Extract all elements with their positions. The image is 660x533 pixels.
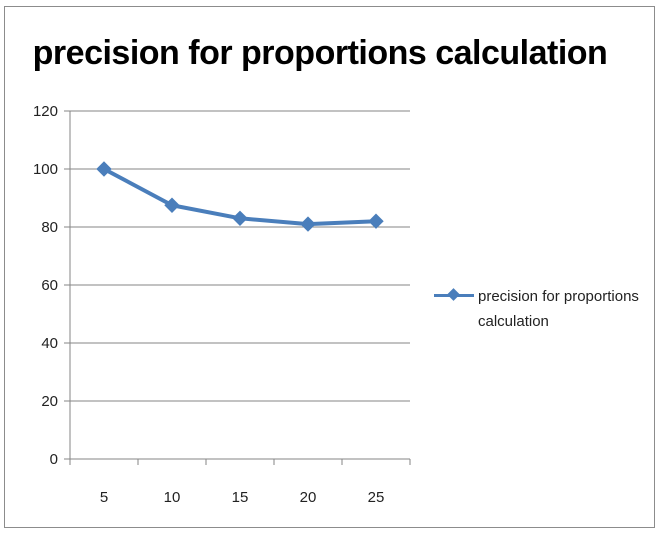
y-tick-label: 120: [33, 103, 58, 120]
data-point-diamond: [232, 210, 248, 227]
y-tick-label: 80: [41, 219, 58, 236]
x-tick-label: 15: [232, 489, 249, 506]
x-tick-label: 20: [300, 489, 317, 506]
x-tick-label: 5: [100, 489, 108, 506]
data-point-diamond: [96, 161, 112, 177]
y-tick-label: 0: [50, 451, 58, 468]
y-tick-label: 20: [41, 393, 58, 410]
x-tick-label: 10: [164, 489, 181, 506]
data-point-diamond: [164, 197, 180, 213]
chart-title: precision for proportions calculation: [32, 34, 608, 72]
y-tick-label: 40: [41, 335, 58, 352]
y-tick-label: 60: [41, 277, 58, 294]
legend-label: precision for proportions calculation: [478, 288, 639, 330]
data-point-diamond: [368, 213, 384, 229]
data-point-diamond: [300, 216, 316, 232]
y-tick-label: 100: [33, 161, 58, 178]
chart-frame: [4, 6, 655, 528]
x-tick-label: 25: [368, 489, 385, 506]
